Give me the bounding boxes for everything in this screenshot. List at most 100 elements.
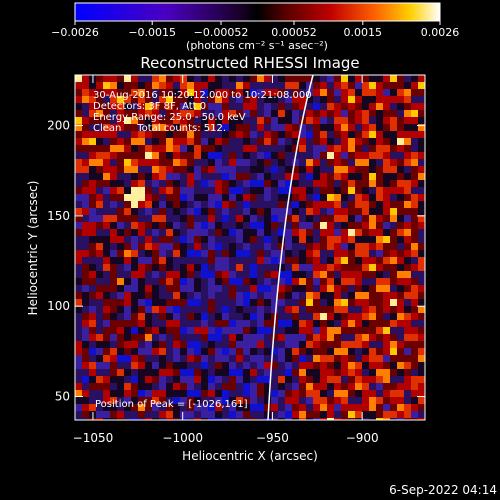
heatmap-cell <box>278 348 285 355</box>
heatmap-cell <box>411 250 418 257</box>
heatmap-cell <box>313 96 320 103</box>
heatmap-cell <box>404 173 411 180</box>
heatmap-cell <box>313 173 320 180</box>
heatmap-cell <box>418 222 425 229</box>
heatmap-cell <box>103 201 110 208</box>
heatmap-cell <box>285 243 292 250</box>
heatmap-cell <box>187 194 194 201</box>
heatmap-cell <box>348 110 355 117</box>
heatmap-cell <box>243 89 250 96</box>
heatmap-cell <box>96 362 103 369</box>
heatmap-cell <box>152 236 159 243</box>
heatmap-cell <box>369 250 376 257</box>
heatmap-cell <box>215 124 222 131</box>
heatmap-cell <box>96 383 103 390</box>
heatmap-cell <box>299 173 306 180</box>
heatmap-cell <box>180 383 187 390</box>
heatmap-cell <box>341 82 348 89</box>
heatmap-cell <box>131 180 138 187</box>
heatmap-cell <box>327 152 334 159</box>
heatmap-cell <box>376 201 383 208</box>
heatmap-cell <box>131 397 138 404</box>
heatmap-cell <box>404 327 411 334</box>
heatmap-cell <box>194 285 201 292</box>
heatmap-cell <box>201 159 208 166</box>
heatmap-cell <box>341 292 348 299</box>
heatmap-cell <box>250 271 257 278</box>
heatmap-cell <box>341 250 348 257</box>
heatmap-cell <box>243 264 250 271</box>
heatmap-cell <box>187 250 194 257</box>
heatmap-cell <box>110 96 117 103</box>
heatmap-cell <box>411 180 418 187</box>
heatmap-cell <box>355 348 362 355</box>
heatmap-cell <box>327 285 334 292</box>
heatmap-cell <box>215 341 222 348</box>
heatmap-cell <box>299 89 306 96</box>
heatmap-cell <box>376 299 383 306</box>
heatmap-cell <box>208 208 215 215</box>
heatmap-cell <box>306 124 313 131</box>
heatmap-cell <box>229 341 236 348</box>
heatmap-cell <box>173 173 180 180</box>
heatmap-cell <box>306 299 313 306</box>
heatmap-cell <box>383 208 390 215</box>
heatmap-cell <box>292 285 299 292</box>
heatmap-cell <box>404 362 411 369</box>
heatmap-cell <box>355 215 362 222</box>
heatmap-cell <box>82 173 89 180</box>
heatmap-cell <box>117 166 124 173</box>
heatmap-cell <box>264 257 271 264</box>
heatmap-cell <box>341 152 348 159</box>
heatmap-cell <box>208 278 215 285</box>
heatmap-cell <box>369 348 376 355</box>
heatmap-cell <box>334 82 341 89</box>
heatmap-cell <box>243 411 250 418</box>
heatmap-cell <box>383 362 390 369</box>
heatmap-cell <box>138 75 145 82</box>
heatmap-cell <box>306 229 313 236</box>
heatmap-cell <box>285 264 292 271</box>
heatmap-cell <box>257 306 264 313</box>
heatmap-cell <box>222 355 229 362</box>
heatmap-cell <box>313 383 320 390</box>
heatmap-cell <box>117 327 124 334</box>
heatmap-cell <box>229 383 236 390</box>
heatmap-cell <box>117 138 124 145</box>
heatmap-cell <box>131 110 138 117</box>
heatmap-cell <box>418 362 425 369</box>
heatmap-cell <box>110 138 117 145</box>
heatmap-cell <box>166 96 173 103</box>
heatmap-cell <box>117 222 124 229</box>
heatmap-cell <box>131 313 138 320</box>
heatmap-cell <box>89 201 96 208</box>
heatmap-cell <box>208 299 215 306</box>
heatmap-cell <box>313 236 320 243</box>
heatmap-cell <box>369 152 376 159</box>
heatmap-cell <box>103 278 110 285</box>
heatmap-cell <box>264 320 271 327</box>
heatmap-cell <box>243 229 250 236</box>
heatmap-cell <box>110 215 117 222</box>
heatmap-cell <box>180 418 187 420</box>
heatmap-cell <box>355 383 362 390</box>
heatmap-cell <box>292 404 299 411</box>
heatmap-cell <box>131 152 138 159</box>
heatmap-cell <box>131 257 138 264</box>
heatmap-cell <box>306 390 313 397</box>
heatmap-cell <box>75 299 82 306</box>
heatmap-cell <box>299 103 306 110</box>
heatmap-cell <box>96 131 103 138</box>
heatmap-cell <box>75 264 82 271</box>
heatmap-cell <box>201 75 208 82</box>
heatmap-cell <box>243 390 250 397</box>
heatmap-cell <box>229 173 236 180</box>
heatmap-cell <box>376 271 383 278</box>
heatmap-cell <box>306 75 313 82</box>
heatmap-cell <box>341 89 348 96</box>
heatmap-cell <box>390 103 397 110</box>
heatmap-cell <box>292 376 299 383</box>
heatmap-cell <box>341 404 348 411</box>
heatmap-cell <box>208 103 215 110</box>
heatmap-cell <box>278 313 285 320</box>
